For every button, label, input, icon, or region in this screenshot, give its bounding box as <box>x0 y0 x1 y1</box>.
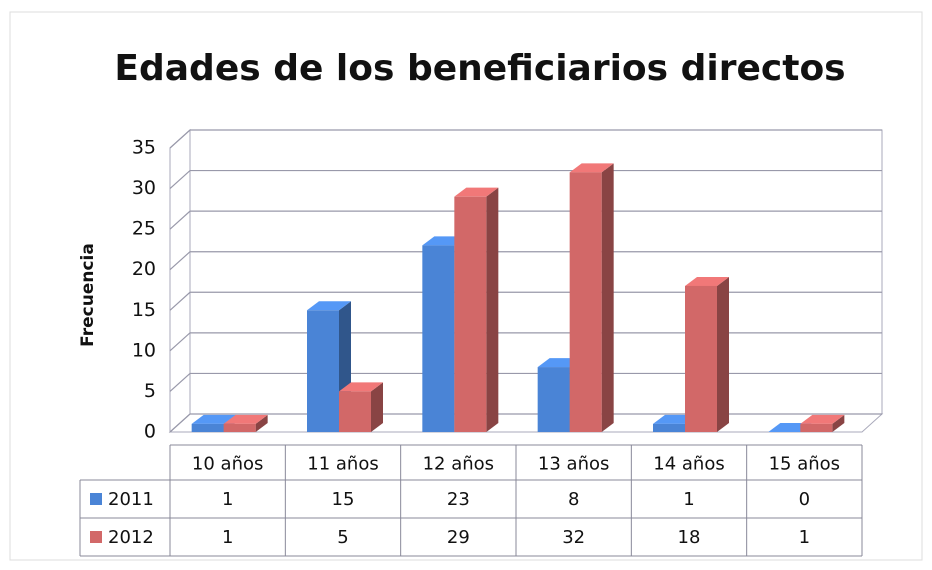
bar <box>191 423 224 432</box>
bar-side <box>601 163 614 433</box>
y-axis-label: Frecuencia <box>78 243 98 347</box>
x-tick-label: 10 años <box>192 454 263 475</box>
bar-top <box>800 414 845 424</box>
grid-line <box>169 332 882 352</box>
legend-label: 2012 <box>108 527 154 548</box>
x-tick-label: 14 años <box>653 454 724 475</box>
y-tick-label: 10 <box>132 339 156 361</box>
table-value: 23 <box>447 489 470 510</box>
table-value: 1 <box>683 489 694 510</box>
x-tick-label: 13 años <box>538 454 609 475</box>
bar-top <box>454 187 499 197</box>
table-value: 15 <box>332 489 355 510</box>
bar <box>653 423 685 432</box>
table-value: 1 <box>799 527 810 548</box>
table-value: 5 <box>337 527 348 548</box>
y-tick-label: 25 <box>132 218 156 240</box>
grid-line <box>169 413 882 433</box>
x-tick-label: 15 años <box>769 454 840 475</box>
back-wall <box>189 129 883 415</box>
legend-label: 2011 <box>108 489 154 510</box>
grid-line <box>169 169 882 190</box>
legend-swatch <box>90 493 102 505</box>
bar-side <box>832 414 845 432</box>
grid-line <box>169 291 882 311</box>
x-tick-label: 11 años <box>307 454 378 475</box>
x-tick-label: 12 años <box>423 454 494 475</box>
bar <box>223 423 256 432</box>
table-value: 18 <box>678 527 701 548</box>
y-tick-label: 30 <box>132 177 156 199</box>
table-value: 0 <box>799 489 810 510</box>
bar-top <box>685 276 729 286</box>
grid-line <box>169 372 882 392</box>
y-tick-label: 35 <box>132 137 156 159</box>
y-tick-label: 0 <box>144 421 156 443</box>
side-wall <box>169 128 191 434</box>
bar <box>685 285 717 432</box>
bar <box>569 172 602 433</box>
table-value: 32 <box>562 527 585 548</box>
bar-top <box>339 382 383 392</box>
y-tick-label: 5 <box>144 380 156 402</box>
table-value: 1 <box>222 489 233 510</box>
bar-top <box>569 163 614 173</box>
bar-side <box>486 187 499 432</box>
grid-line <box>169 251 882 271</box>
bar <box>307 310 339 432</box>
table-value: 1 <box>222 527 233 548</box>
y-tick-label: 15 <box>132 299 156 321</box>
bar-side <box>717 276 729 432</box>
chart-title: Edades de los beneficiarios directos <box>114 48 845 89</box>
y-tick-label: 20 <box>132 258 156 280</box>
bar <box>339 391 371 432</box>
bar-top <box>223 414 268 424</box>
table-value: 29 <box>447 527 470 548</box>
bar-side <box>371 382 383 432</box>
bar <box>454 196 487 432</box>
table-value: 8 <box>568 489 579 510</box>
bar-side <box>255 414 268 432</box>
grid-line <box>169 129 882 149</box>
grid-line <box>169 210 882 230</box>
bar <box>537 367 570 432</box>
bar <box>800 423 833 432</box>
bar-top <box>307 301 351 311</box>
legend-swatch <box>90 531 102 543</box>
bar <box>422 245 455 432</box>
bar-top <box>191 414 236 424</box>
